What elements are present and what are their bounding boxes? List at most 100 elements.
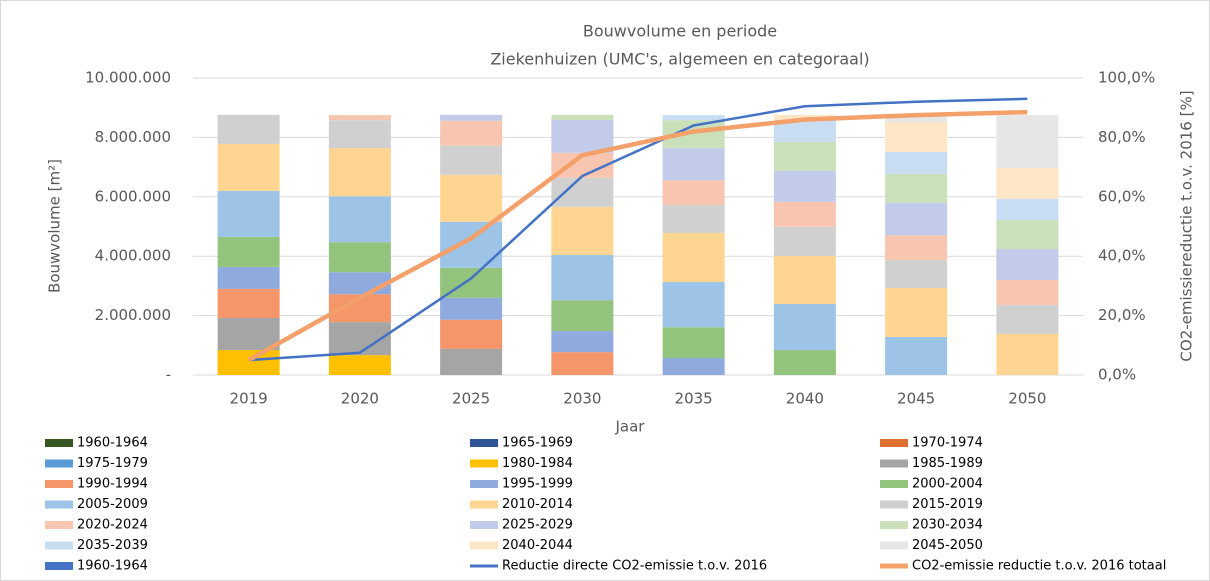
legend-swatch xyxy=(880,439,908,447)
chart-subtitle: Ziekenhuizen (UMC's, algemeen en categor… xyxy=(490,50,869,69)
legend-label: 1960-1964 xyxy=(77,436,148,451)
y2-axis-label: CO2-emissiereductie t.o.v. 2016 [%] xyxy=(1178,90,1196,361)
x-tick-label: 2030 xyxy=(563,390,601,408)
legend-label: 2015-2019 xyxy=(912,497,983,512)
bar-segment xyxy=(551,114,614,120)
y2-tick-label: 100,0% xyxy=(1098,69,1155,87)
bar-segment xyxy=(551,352,614,375)
legend-label: 1970-1974 xyxy=(912,436,983,451)
legend-swatch xyxy=(470,500,498,509)
bar-segment xyxy=(551,177,614,207)
bar-segment xyxy=(773,119,836,142)
bar-segment xyxy=(885,173,948,204)
bar-segment xyxy=(885,121,948,152)
line-series xyxy=(248,97,1028,362)
legend-label: 1995-1999 xyxy=(502,477,573,492)
bar-segment xyxy=(662,282,725,328)
bar-segment xyxy=(996,304,1059,335)
bar-segment xyxy=(328,120,391,149)
legend-label: 2035-2039 xyxy=(77,538,148,553)
legend-label: 2040-2044 xyxy=(502,538,573,553)
y-tick-label: - xyxy=(166,366,171,384)
y-tick-label: 8.000.000 xyxy=(95,128,171,146)
line-series xyxy=(247,109,1028,363)
bar-segment xyxy=(773,170,836,202)
bar-segment xyxy=(662,358,725,375)
bar-segment xyxy=(440,120,503,146)
legend-label: 2025-2029 xyxy=(502,518,573,533)
legend-label: 2005-2009 xyxy=(77,497,148,512)
bar-segment xyxy=(773,201,836,227)
bar-segment xyxy=(440,348,503,375)
bar-segment xyxy=(662,180,725,206)
legend-swatch xyxy=(45,459,73,468)
x-tick-label: 2040 xyxy=(786,390,824,408)
legend-swatch xyxy=(45,541,73,550)
legend-swatch xyxy=(470,480,498,488)
y2-tick-label: 40,0% xyxy=(1098,247,1146,265)
bar-segment xyxy=(217,350,280,375)
bar-segment xyxy=(440,319,503,349)
bar-segment xyxy=(551,206,614,256)
bar-segment xyxy=(885,287,948,337)
legend-label: 1965-1969 xyxy=(502,436,573,451)
y-tick-label: 6.000.000 xyxy=(95,187,171,205)
legend-label: 2020-2024 xyxy=(77,518,148,533)
legend-label: 1980-1984 xyxy=(502,456,573,471)
bar-segment xyxy=(885,336,948,375)
bar-segment xyxy=(996,334,1059,375)
bar-segment xyxy=(773,226,836,256)
legend-label: 2010-2014 xyxy=(502,497,573,512)
bar-segment xyxy=(217,236,280,267)
y-tick-label: 10.000.000 xyxy=(85,69,171,87)
legend-swatch xyxy=(880,500,908,509)
legend-swatch xyxy=(880,541,908,550)
x-tick-label: 2019 xyxy=(230,390,268,408)
x-tick-label: 2050 xyxy=(1008,390,1046,408)
bar-segment xyxy=(328,242,391,273)
legend-swatch xyxy=(880,480,908,488)
chart-title: Bouwvolume en periode xyxy=(583,22,777,41)
bar-segment xyxy=(440,221,503,268)
legend-label: Reductie directe CO2-emissie t.o.v. 2016 xyxy=(502,559,767,574)
legend-swatch xyxy=(45,439,73,447)
y-tick-label: 2.000.000 xyxy=(95,306,171,324)
legend-label: 1985-1989 xyxy=(912,456,983,471)
bar-segment xyxy=(440,174,503,222)
legend-swatch xyxy=(45,562,73,570)
x-tick-label: 2020 xyxy=(341,390,379,408)
bar-segment xyxy=(885,235,948,261)
bar-segment xyxy=(996,167,1059,199)
bar-segment xyxy=(662,148,725,181)
x-axis-label: Jaar xyxy=(615,418,646,436)
y2-tick-label: 20,0% xyxy=(1098,306,1146,324)
bar-segment xyxy=(551,255,614,301)
bar-segment xyxy=(440,114,503,121)
bar-segment xyxy=(328,148,391,197)
bar-segment xyxy=(217,288,280,318)
x-tick-label: 2025 xyxy=(452,390,490,408)
bar-segment xyxy=(996,198,1059,220)
legend-swatch xyxy=(470,521,498,529)
y-axis-label: Bouwvolume [m²] xyxy=(46,159,64,293)
bar-segment xyxy=(662,327,725,359)
bar-segment xyxy=(996,115,1059,168)
bar-segment xyxy=(328,196,391,243)
legend-swatch xyxy=(880,459,908,468)
bar-segment xyxy=(551,119,614,153)
legend-label: 2000-2004 xyxy=(912,477,983,492)
bar-segment xyxy=(328,355,391,375)
legend-swatch xyxy=(470,541,498,550)
bar-segment xyxy=(996,219,1059,250)
bar-segment xyxy=(217,114,280,144)
legend-swatch xyxy=(470,439,498,447)
bar-segment xyxy=(662,233,725,283)
bar-segment xyxy=(662,205,725,234)
x-tick-label: 2045 xyxy=(897,390,935,408)
y2-tick-label: 60,0% xyxy=(1098,187,1146,205)
bar-segment xyxy=(217,317,280,351)
bar-segment xyxy=(551,300,614,332)
legend-label: 1975-1979 xyxy=(77,456,148,471)
